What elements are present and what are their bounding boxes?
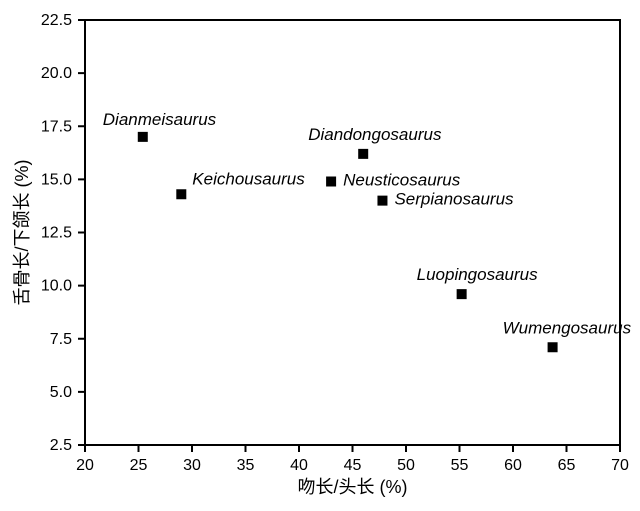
data-point [377, 196, 387, 206]
x-axis-title: 吻长/头长 (%) [298, 477, 408, 497]
x-tick-label: 70 [611, 457, 629, 474]
x-tick-label: 40 [290, 457, 308, 474]
y-tick-label: 2.5 [50, 437, 72, 454]
x-tick-label: 55 [451, 457, 469, 474]
data-point [138, 132, 148, 142]
y-tick-label: 22.5 [41, 12, 72, 29]
y-tick-label: 5.0 [50, 384, 72, 401]
y-axis-title: 舌骨长/下颌长 (%) [12, 160, 32, 306]
data-label: Diandongosaurus [308, 125, 442, 144]
x-tick-label: 60 [504, 457, 522, 474]
x-tick-label: 45 [344, 457, 362, 474]
x-tick-label: 20 [76, 457, 94, 474]
x-tick-label: 50 [397, 457, 415, 474]
data-point [358, 149, 368, 159]
x-tick-label: 25 [130, 457, 148, 474]
x-tick-label: 30 [183, 457, 201, 474]
data-point [548, 342, 558, 352]
y-tick-label: 12.5 [41, 225, 72, 242]
x-tick-label: 65 [558, 457, 576, 474]
y-tick-label: 20.0 [41, 65, 72, 82]
y-tick-label: 17.5 [41, 118, 72, 135]
data-point [457, 289, 467, 299]
data-label: Wumengosaurus [503, 318, 632, 337]
x-tick-label: 35 [237, 457, 255, 474]
data-label: Serpianosaurus [394, 190, 514, 209]
scatter-chart: 20 25 30 35 40 45 50 55 60 65 70 2.5 5.0 7.5 10.0 12.5 1… [0, 0, 640, 511]
data-label: Keichousaurus [192, 169, 305, 188]
data-point [176, 189, 186, 199]
data-label: Luopingosaurus [417, 265, 538, 284]
plot-frame [85, 20, 620, 445]
y-tick-label: 15.0 [41, 171, 72, 188]
data-label: Neusticosaurus [343, 171, 461, 190]
y-tick-label: 10.0 [41, 278, 72, 295]
data-label: Dianmeisaurus [103, 110, 217, 129]
y-tick-label: 7.5 [50, 331, 72, 348]
chart-container: 20 25 30 35 40 45 50 55 60 65 70 2.5 5.0 7.5 10.0 12.5 1… [0, 0, 640, 511]
data-point [326, 177, 336, 187]
